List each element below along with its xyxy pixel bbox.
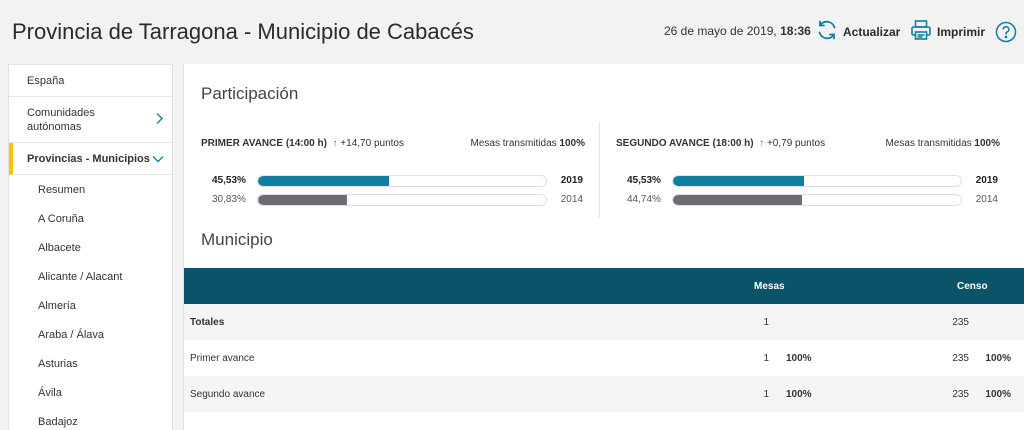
sidebar-subitem-albacete[interactable]: Albacete xyxy=(38,241,81,254)
sidebar-subitem-asturias[interactable]: Asturias xyxy=(38,357,78,370)
advance-header: SEGUNDO AVANCE (18:00 h) ↑ +0,79 puntos … xyxy=(616,138,1000,154)
advance-delta: +0,79 puntos xyxy=(766,138,826,149)
mesas-transmitidas: Mesas transmitidas 100% xyxy=(885,138,1001,149)
participation-pct: 30,83% xyxy=(212,194,246,205)
update-timestamp: 26 de mayo de 2019, 18:36 xyxy=(664,24,811,38)
refresh-icon xyxy=(815,18,839,47)
participation-pct: 44,74% xyxy=(627,194,661,205)
participation-pct: 45,53% xyxy=(212,175,246,186)
sidebar-item-provincias[interactable]: Provincias - Municipios xyxy=(9,143,172,175)
table-row: Primer avance 1 100% 235 100% xyxy=(184,340,1024,376)
arrow-up-icon: ↑ xyxy=(332,138,338,149)
mesas-value: 1 xyxy=(763,317,769,328)
progress-fill xyxy=(258,195,347,205)
sidebar-subitem-resumen[interactable]: Resumen xyxy=(38,183,86,196)
arrow-up-icon: ↑ xyxy=(759,138,765,149)
help-icon xyxy=(995,21,1017,48)
refresh-label: Actualizar xyxy=(843,25,901,39)
participation-first-advance: PRIMER AVANCE (14:00 h) ↑ +14,70 puntos … xyxy=(201,138,585,206)
participation-year: 2014 xyxy=(975,194,998,205)
sidebar-item-comunidades[interactable]: Comunidades autónomas xyxy=(9,97,172,143)
page-header: Provincia de Tarragona - Municipio de Ca… xyxy=(0,0,1024,64)
sidebar-item-label: España xyxy=(27,74,65,87)
participation-pct: 45,53% xyxy=(627,175,661,186)
column-header-censo: Censo xyxy=(957,281,988,292)
progress-fill xyxy=(258,176,390,186)
table-row xyxy=(184,412,1024,430)
participation-title: Participación xyxy=(201,84,299,103)
update-time: 18:36 xyxy=(780,24,811,38)
participation-row-2019: 45,53% 2019 xyxy=(616,174,1000,188)
column-divider xyxy=(599,122,600,218)
row-label: Segundo avance xyxy=(190,389,266,400)
chevron-right-icon xyxy=(154,112,164,127)
municipio-title: Municipio xyxy=(201,230,273,249)
table-row: Segundo avance 1 100% 235 100% xyxy=(184,376,1024,412)
participation-year: 2019 xyxy=(975,175,998,186)
mesas-pct: 100% xyxy=(786,353,812,364)
progress-fill xyxy=(673,176,805,186)
sidebar: España Comunidades autónomas Provincias … xyxy=(8,64,173,430)
mesas-value: 1 xyxy=(763,353,769,364)
column-header-mesas: Mesas xyxy=(754,281,785,292)
participation-second-advance: SEGUNDO AVANCE (18:00 h) ↑ +0,79 puntos … xyxy=(616,138,1000,206)
participation-row-2019: 45,53% 2019 xyxy=(201,174,585,188)
sidebar-subitem-badajoz[interactable]: Badajoz xyxy=(38,415,78,428)
municipio-table: Mesas Censo Totales 1 235 Primer avance … xyxy=(184,268,1024,430)
mesas-pct: 100% xyxy=(786,389,812,400)
censo-pct: 100% xyxy=(985,353,1011,364)
progress-fill xyxy=(673,195,802,205)
progress-track xyxy=(672,194,962,206)
update-date: 26 de mayo de 2019, xyxy=(664,24,777,38)
table-header: Mesas Censo xyxy=(184,268,1024,304)
progress-track xyxy=(672,175,962,187)
sidebar-item-label: Provincias - Municipios xyxy=(27,152,150,165)
censo-value: 235 xyxy=(952,317,969,328)
sidebar-subitem-avila[interactable]: Ávila xyxy=(38,386,62,399)
advance-time: (14:00 h) xyxy=(285,138,327,149)
refresh-button[interactable]: Actualizar xyxy=(815,19,900,45)
table-row: Totales 1 235 xyxy=(184,304,1024,340)
sidebar-subitem-alicante[interactable]: Alicante / Alacant xyxy=(38,270,123,283)
advance-header: PRIMER AVANCE (14:00 h) ↑ +14,70 puntos … xyxy=(201,138,585,154)
print-label: Imprimir xyxy=(937,25,986,39)
participation-row-2014: 44,74% 2014 xyxy=(616,193,1000,207)
page-title: Provincia de Tarragona - Municipio de Ca… xyxy=(12,19,474,44)
progress-track xyxy=(257,175,547,187)
printer-icon xyxy=(909,18,933,47)
participation-year: 2019 xyxy=(560,175,583,186)
advance-delta: +14,70 puntos xyxy=(340,138,404,149)
sidebar-item-espana[interactable]: España xyxy=(9,65,172,97)
sidebar-subitem-almeria[interactable]: Almería xyxy=(38,299,76,312)
censo-value: 235 xyxy=(952,389,969,400)
sidebar-subitem-a-coruna[interactable]: A Coruña xyxy=(38,212,84,225)
row-label: Totales xyxy=(190,317,225,328)
mesas-transmitidas: Mesas transmitidas 100% xyxy=(470,138,586,149)
main-panel: Participación PRIMER AVANCE (14:00 h) ↑ … xyxy=(183,64,1024,430)
advance-time: (18:00 h) xyxy=(712,138,754,149)
advance-title: SEGUNDO AVANCE xyxy=(616,138,710,149)
sidebar-item-label: Comunidades autónomas xyxy=(27,106,95,133)
print-button[interactable]: Imprimir xyxy=(909,19,985,45)
chevron-down-icon xyxy=(152,151,164,166)
advance-title: PRIMER AVANCE xyxy=(201,138,284,149)
participation-year: 2014 xyxy=(560,194,583,205)
participation-row-2014: 30,83% 2014 xyxy=(201,193,585,207)
censo-value: 235 xyxy=(952,353,969,364)
row-label: Primer avance xyxy=(190,353,255,364)
help-button[interactable] xyxy=(995,21,1017,47)
sidebar-subitem-araba[interactable]: Araba / Álava xyxy=(38,328,105,341)
censo-pct: 100% xyxy=(985,389,1011,400)
mesas-value: 1 xyxy=(763,389,769,400)
progress-track xyxy=(257,194,547,206)
